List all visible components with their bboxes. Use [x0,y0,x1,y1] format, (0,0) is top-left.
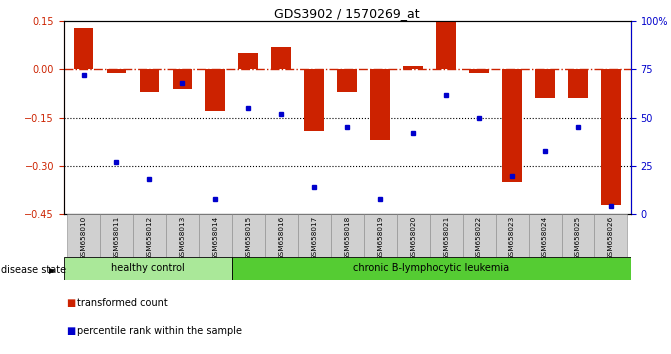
Text: ■: ■ [66,326,75,336]
Text: GSM658025: GSM658025 [575,216,581,260]
Bar [232,214,265,257]
Bar [67,214,100,257]
Text: GSM658014: GSM658014 [213,216,218,260]
Text: GSM658016: GSM658016 [278,216,285,260]
Bar [172,69,193,89]
Text: disease state: disease state [1,265,66,275]
Text: GSM658017: GSM658017 [311,216,317,260]
Bar [305,69,324,131]
Text: chronic B-lymphocytic leukemia: chronic B-lymphocytic leukemia [353,263,509,273]
Bar [403,66,423,69]
Text: ■: ■ [66,298,75,308]
Text: GSM658019: GSM658019 [377,216,383,260]
Bar [529,214,562,257]
Bar [272,47,291,69]
Bar [338,69,357,92]
Text: GSM658020: GSM658020 [410,216,416,260]
Bar [238,53,258,69]
Text: transformed count: transformed count [77,298,168,308]
Bar [502,69,522,182]
Bar [462,214,496,257]
Bar [232,257,631,280]
Text: percentile rank within the sample: percentile rank within the sample [77,326,242,336]
Text: GSM658010: GSM658010 [81,216,87,260]
Bar [496,214,529,257]
Title: GDS3902 / 1570269_at: GDS3902 / 1570269_at [274,7,420,20]
Text: healthy control: healthy control [111,263,185,273]
Text: GSM658012: GSM658012 [146,216,152,260]
Bar [601,69,621,205]
Text: GSM658018: GSM658018 [344,216,350,260]
Bar [436,21,456,69]
Bar [331,214,364,257]
Bar [100,214,133,257]
Bar [205,69,225,111]
Bar [364,214,397,257]
Text: GSM658022: GSM658022 [476,216,482,260]
Text: GSM658023: GSM658023 [509,216,515,260]
Text: GSM658024: GSM658024 [542,216,548,260]
Bar [140,69,159,92]
Bar [429,214,462,257]
Bar [298,214,331,257]
Text: GSM658011: GSM658011 [113,216,119,260]
Bar [535,69,555,98]
Bar [265,214,298,257]
Bar [562,214,595,257]
Bar [469,69,489,73]
Bar [568,69,588,98]
Bar [370,69,390,140]
Text: GSM658015: GSM658015 [246,216,252,260]
Bar [133,214,166,257]
Bar [107,69,126,73]
Bar [166,214,199,257]
Bar [397,214,429,257]
Text: GSM658026: GSM658026 [608,216,614,260]
Bar [199,214,232,257]
Text: GSM658013: GSM658013 [179,216,185,260]
Text: GSM658021: GSM658021 [443,216,449,260]
Bar [64,257,232,280]
Bar [595,214,627,257]
Text: ▶: ▶ [49,266,56,275]
Bar [74,28,93,69]
